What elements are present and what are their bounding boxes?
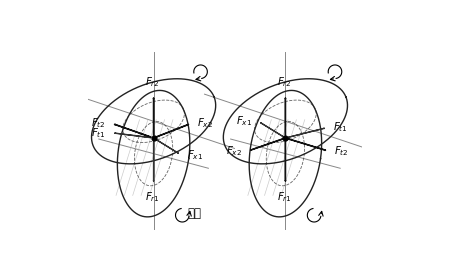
- Text: $F_{t1}$: $F_{t1}$: [333, 121, 348, 134]
- Text: $F_{r2}$: $F_{r2}$: [145, 75, 160, 89]
- Text: $F_{x1}$: $F_{x1}$: [236, 115, 252, 128]
- Text: $F_{r1}$: $F_{r1}$: [145, 190, 160, 204]
- Text: $F_{t1}$: $F_{t1}$: [91, 126, 106, 140]
- Text: 驱动: 驱动: [188, 207, 202, 220]
- Text: $F_{t2}$: $F_{t2}$: [91, 116, 106, 130]
- Text: $F_{t2}$: $F_{t2}$: [334, 144, 349, 158]
- Text: $F_{x1}$: $F_{x1}$: [187, 148, 203, 161]
- Text: $F_{r1}$: $F_{r1}$: [277, 190, 292, 204]
- Text: $F_{r2}$: $F_{r2}$: [277, 75, 292, 89]
- Text: $F_{x2}$: $F_{x2}$: [226, 144, 242, 158]
- Text: $F_{x2}$: $F_{x2}$: [197, 116, 213, 130]
